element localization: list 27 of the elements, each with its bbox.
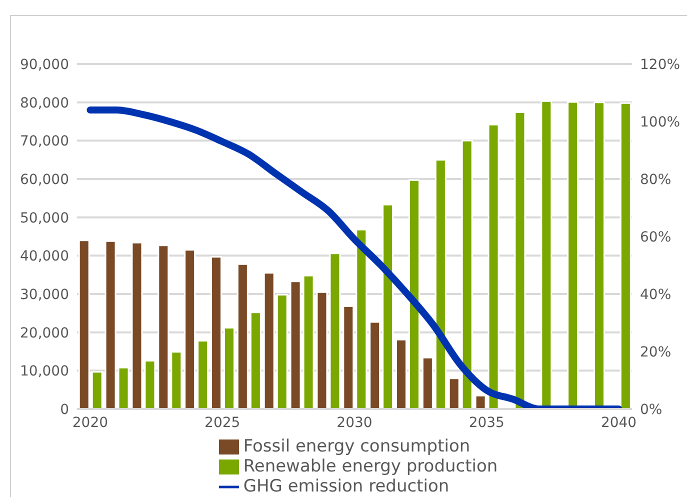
- y-tick-label: 50,000: [20, 210, 69, 226]
- y-tick-label: 90,000: [20, 56, 69, 73]
- y2-tick-label: 0%: [640, 402, 662, 418]
- y-tick-label: 40,000: [20, 248, 69, 265]
- y2-tick-label: 80%: [640, 172, 672, 188]
- y-tick-label: 70,000: [20, 134, 69, 150]
- x-tick-label: 2035: [468, 414, 504, 431]
- y-tick-label: 80,000: [20, 95, 69, 112]
- bar: [620, 102, 632, 409]
- legend-label: Fossil energy consumption: [243, 436, 470, 457]
- y-tick-label: 60,000: [20, 172, 69, 188]
- legend-label: Renewable energy production: [243, 456, 498, 477]
- y-tick-label: 20,000: [20, 325, 69, 342]
- y2-tick-label: 60%: [640, 229, 672, 246]
- y2-tick-label: 20%: [640, 344, 672, 360]
- x-tick-label: 2040: [600, 414, 637, 431]
- x-tick-label: 2020: [72, 414, 108, 431]
- y2-tick-label: 100%: [640, 114, 680, 130]
- y-tick-label: 30,000: [20, 286, 69, 303]
- x-tick-label: 2025: [204, 414, 240, 431]
- legend-label: GHG emission reduction: [243, 476, 450, 497]
- x-tick-label: 2030: [336, 414, 372, 431]
- y-tick-label: 10,000: [20, 364, 69, 380]
- bar: [514, 112, 526, 409]
- y2-tick-label: 120%: [640, 56, 680, 73]
- y-tick-label: 0: [60, 402, 69, 418]
- y2-tick-label: 40%: [640, 286, 672, 303]
